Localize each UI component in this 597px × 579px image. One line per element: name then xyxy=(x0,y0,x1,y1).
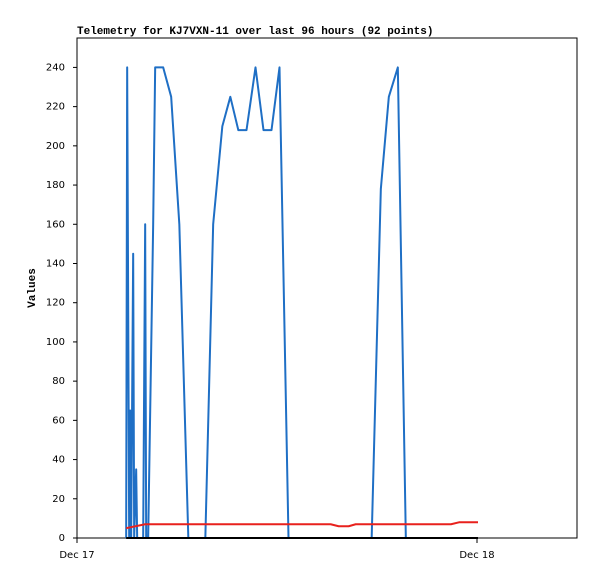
x-tick-label: Dec 17 xyxy=(59,550,94,561)
y-tick-label: 220 xyxy=(46,102,65,113)
y-tick-label: 100 xyxy=(46,337,65,348)
series-line xyxy=(125,521,478,530)
y-tick-label: 80 xyxy=(52,376,65,387)
y-tick-label: 60 xyxy=(52,415,65,426)
y-tick-label: 240 xyxy=(46,62,65,73)
y-tick-label: 160 xyxy=(46,219,65,230)
series-line xyxy=(125,66,407,539)
chart-title: Telemetry for KJ7VXN-11 over last 96 hou… xyxy=(77,26,433,38)
y-tick-label: 40 xyxy=(52,455,65,466)
y-tick-label: 0 xyxy=(59,533,65,544)
plot-frame xyxy=(76,37,578,539)
y-tick-label: 20 xyxy=(52,494,65,505)
y-axis-label: Values xyxy=(27,268,39,308)
x-tick-label: Dec 18 xyxy=(459,550,494,561)
y-tick-label: 180 xyxy=(46,180,65,191)
y-tick-label: 140 xyxy=(46,258,65,269)
y-tick-label: 120 xyxy=(46,298,65,309)
y-tick-label: 200 xyxy=(46,141,65,152)
